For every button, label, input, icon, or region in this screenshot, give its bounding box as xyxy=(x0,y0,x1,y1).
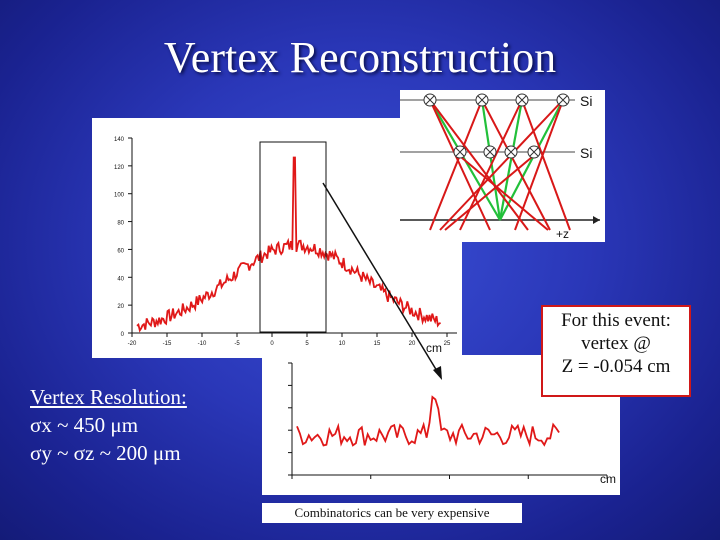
detector-schematic: Si Si +z xyxy=(400,90,605,242)
main-x-tick-label: -20 xyxy=(128,341,137,347)
main-y-tick-label: 0 xyxy=(121,332,125,338)
main-x-tick-label: -10 xyxy=(198,341,207,347)
resolution-block: Vertex Resolution: σx ~ 450 μm σy ~ σz ~… xyxy=(30,383,187,467)
zoom-histogram-trace xyxy=(296,395,560,448)
si-layer-1-label: Si xyxy=(580,93,592,109)
event-vertex-box: For this event: vertex @ Z = -0.054 cm xyxy=(541,305,691,397)
main-y-tick-label: 40 xyxy=(117,276,124,282)
z-axis-label: +z xyxy=(556,227,569,241)
main-x-tick-label: -15 xyxy=(163,341,172,347)
main-x-tick-label: 20 xyxy=(409,341,416,347)
main-x-tick-label: 0 xyxy=(270,341,274,347)
event-line-1: For this event: xyxy=(561,310,671,331)
main-x-tick-label: 25 xyxy=(444,341,451,347)
detector-svg: Si Si +z xyxy=(400,93,600,241)
layer-1-hit-crosses xyxy=(425,95,568,105)
resolution-sigma-x: σx ~ 450 μm xyxy=(30,413,139,437)
resolution-heading: Vertex Resolution: xyxy=(30,385,187,409)
si-layer-2-label: Si xyxy=(580,145,592,161)
fake-tracks xyxy=(429,99,571,231)
slide-title: Vertex Reconstruction xyxy=(163,33,557,82)
main-x-unit: cm xyxy=(426,341,442,355)
footnote: Combinatorics can be very expensive xyxy=(262,503,522,523)
main-x-tick-label: 15 xyxy=(374,341,381,347)
main-x-tick-label: 10 xyxy=(339,341,346,347)
zoom-window xyxy=(259,141,327,333)
zoom-histogram-svg: cm xyxy=(288,362,616,486)
z-axis-arrow xyxy=(593,216,600,224)
resolution-sigma-yz: σy ~ σz ~ 200 μm xyxy=(30,441,181,465)
main-y-tick-label: 140 xyxy=(114,137,125,143)
main-y-tick-label: 80 xyxy=(117,221,124,227)
main-y-tick-label: 60 xyxy=(117,248,124,254)
zoom-x-unit: cm xyxy=(600,472,616,486)
zoom-arrow-line xyxy=(322,182,441,377)
event-line-3: Z = -0.054 cm xyxy=(561,356,671,377)
zoom-arrow-head xyxy=(433,366,442,380)
layer-2-hit-crosses xyxy=(455,147,539,157)
main-x-tick-label: -5 xyxy=(234,341,240,347)
main-y-tick-label: 120 xyxy=(114,165,125,171)
main-y-tick-label: 20 xyxy=(117,304,124,310)
event-line-2: vertex @ xyxy=(581,333,651,354)
main-x-tick-label: 5 xyxy=(305,341,309,347)
main-y-tick-label: 100 xyxy=(114,193,125,199)
